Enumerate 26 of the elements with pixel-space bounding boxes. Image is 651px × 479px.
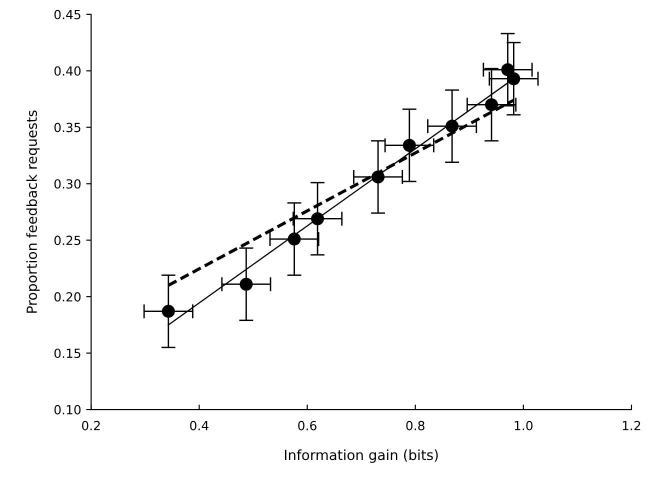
y-tick-label: 0.25 [54, 236, 80, 246]
y-tick-label: 0.35 [54, 122, 80, 132]
y-tick-label: 0.30 [54, 179, 81, 189]
point [311, 212, 324, 226]
point [446, 120, 459, 133]
x-tick-label: 0.4 [190, 420, 208, 430]
point [162, 304, 175, 318]
y-tick-label: 0.15 [54, 348, 80, 358]
point [288, 232, 301, 246]
x-tick-label: 0.8 [406, 420, 424, 430]
y-tick-label: 0.40 [54, 66, 81, 76]
x-tick-label: 0.2 [82, 420, 100, 430]
point [372, 170, 385, 184]
x-tick-label: 1.0 [514, 420, 533, 430]
point [485, 98, 498, 112]
y-axis-title: Proportion feedback requests [26, 110, 40, 313]
point [240, 278, 253, 291]
point [507, 72, 520, 86]
point [402, 138, 416, 152]
x-tick-label: 0.6 [298, 420, 316, 430]
point [501, 63, 514, 76]
x-axis-title: Information gain (bits) [284, 449, 438, 463]
y-tick-label: 0.20 [54, 292, 81, 302]
y-tick-label: 0.10 [54, 405, 81, 414]
x-tick-label: 1.2 [622, 420, 640, 430]
y-tick-label: 0.45 [54, 10, 80, 20]
